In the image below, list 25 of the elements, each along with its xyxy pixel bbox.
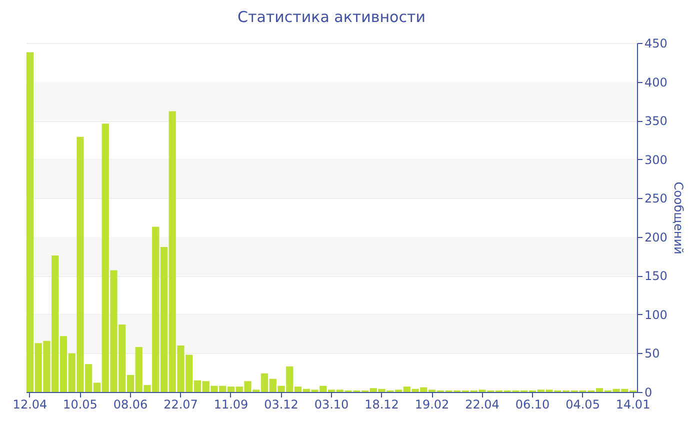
- x-tick-label: 19.02: [414, 398, 450, 412]
- chart-title: Статистика активности: [238, 8, 426, 26]
- x-tick-label: 08.06: [113, 398, 148, 412]
- y-tick-label: 300: [644, 152, 668, 167]
- y-tick-label: 200: [644, 230, 668, 244]
- y-tick-label: 100: [644, 308, 668, 322]
- y-tick-label: 400: [644, 75, 668, 90]
- x-tick-label: 22.04: [465, 398, 500, 412]
- x-tick-label: 03.12: [264, 398, 298, 412]
- x-tick-label: 11.09: [214, 398, 248, 412]
- y-tick-label: 0: [644, 386, 652, 400]
- x-tick-label: 10.05: [63, 398, 98, 412]
- y-tick-label: 150: [644, 269, 668, 284]
- y-tick-label: 50: [644, 346, 660, 361]
- y-tick-label: 350: [644, 114, 668, 128]
- y-axis-title: Сообщений: [671, 182, 686, 254]
- x-tick-label: 14.01: [616, 398, 650, 412]
- x-tick-label: 22.07: [164, 398, 198, 412]
- x-tick-label: 12.04: [12, 398, 48, 412]
- x-tick-label: 18.12: [364, 398, 399, 412]
- y-tick-label: 250: [644, 192, 668, 206]
- y-tick-label: 450: [644, 36, 668, 50]
- x-tick-label: 03.10: [314, 398, 349, 412]
- x-tick-label: 04.05: [566, 398, 600, 412]
- x-tick-label: 06.10: [515, 398, 550, 412]
